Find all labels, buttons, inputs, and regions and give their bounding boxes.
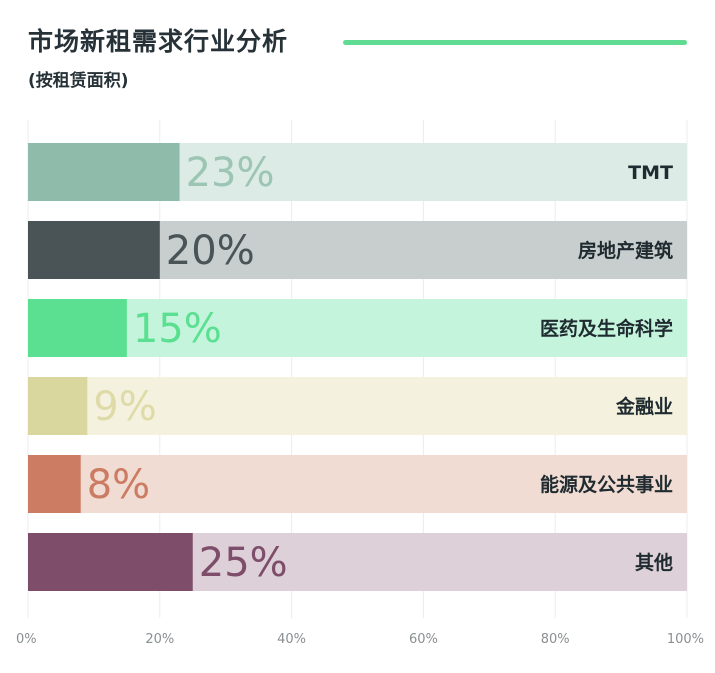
- x-tick-label: 60%: [409, 632, 438, 647]
- category-label: 其他: [635, 551, 673, 574]
- bar: [28, 455, 81, 513]
- x-tick-label: 80%: [541, 632, 570, 647]
- bar-track: [28, 299, 687, 357]
- title-accent-line: [343, 40, 687, 45]
- bar: [28, 221, 160, 279]
- bar-track: [28, 455, 687, 513]
- bar: [28, 533, 193, 591]
- category-label: TMT: [628, 162, 673, 184]
- category-label: 金融业: [615, 395, 673, 418]
- x-tick-label: 100%: [667, 632, 704, 647]
- bar-track: [28, 377, 687, 435]
- bar: [28, 377, 88, 435]
- x-axis-ticks: 0% 20% 40% 60% 80% 100%: [16, 632, 704, 647]
- category-label: 房地产建筑: [578, 239, 673, 262]
- chart-subtitle: (按租赁面积): [28, 71, 129, 91]
- x-tick-label: 0%: [16, 632, 37, 647]
- bar-value-label: 9%: [93, 384, 156, 430]
- category-label: 医药及生命科学: [540, 317, 673, 340]
- bar-value-label: 15%: [133, 306, 222, 352]
- x-tick-label: 40%: [277, 632, 306, 647]
- bar-value-label: 23%: [186, 150, 275, 196]
- chart-title: 市场新租需求行业分析: [28, 27, 289, 56]
- bar-value-label: 25%: [199, 540, 288, 586]
- bar: [28, 299, 127, 357]
- category-label: 能源及公共事业: [540, 473, 673, 496]
- bar: [28, 143, 180, 201]
- bars-group: 23% TMT 20% 房地产建筑 15% 医药及生命科学 9% 金融业 8% 能源及公共事业 25…: [28, 143, 687, 591]
- bar-value-label: 8%: [87, 462, 150, 508]
- bar-value-label: 20%: [166, 228, 255, 274]
- x-tick-label: 20%: [145, 632, 174, 647]
